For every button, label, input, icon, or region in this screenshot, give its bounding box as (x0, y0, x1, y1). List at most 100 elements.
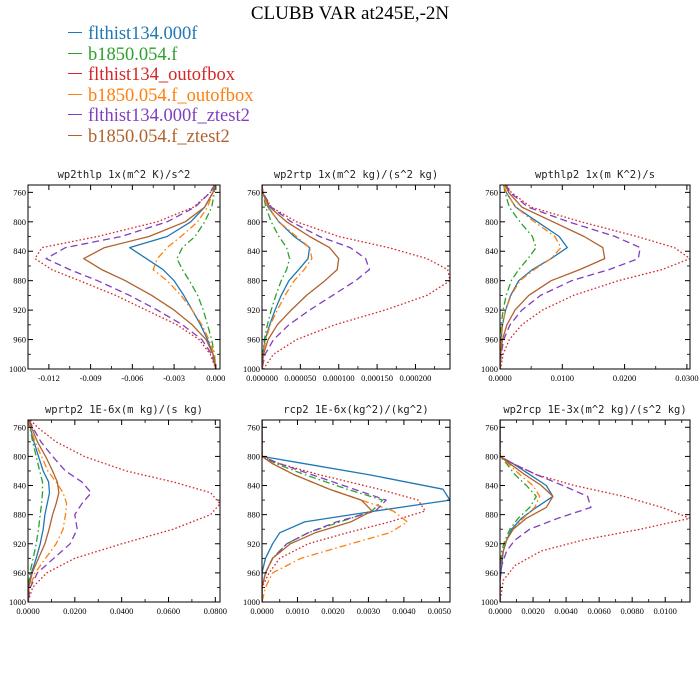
plot-panel: 760 800 840 880 920 960 1000 -0.012 -0.009 -0.006… (9, 169, 225, 383)
y-tick-label: 840 (247, 481, 260, 491)
series-line (152, 185, 217, 369)
series-line (500, 420, 537, 602)
x-tick-label: 0.0000 (488, 373, 511, 383)
series-line (500, 185, 562, 369)
y-tick-label: 800 (485, 451, 498, 461)
y-tick-label: 760 (13, 187, 26, 197)
y-tick-label: 880 (485, 510, 498, 520)
y-tick-label: 880 (13, 510, 26, 520)
y-tick-label: 760 (485, 422, 498, 432)
legend-swatch (68, 32, 82, 34)
figure-title: CLUBB VAR at245E,-2N (250, 3, 450, 24)
legend-item: b1850.054.f_outofbox (68, 86, 253, 107)
y-tick-label: 1000 (243, 364, 260, 374)
series-line (34, 185, 217, 369)
x-tick-label: 0.0000 (488, 606, 511, 616)
series-line (28, 420, 44, 602)
y-tick-label: 840 (13, 481, 26, 491)
series-group (500, 420, 690, 602)
x-tick-label: 0.0200 (613, 373, 636, 383)
series-line (500, 420, 554, 602)
legend-label: flthist134.000f_ztest2 (88, 106, 250, 126)
y-tick-label: 1000 (481, 364, 498, 374)
x-tick-label: 0.0000 (16, 606, 39, 616)
series-line (500, 185, 606, 369)
x-tick-label: -0.006 (121, 373, 143, 383)
series-line (262, 185, 340, 369)
x-tick-label: 0.0040 (554, 606, 577, 616)
series-line (500, 185, 690, 369)
series-group (262, 420, 450, 602)
x-tick-label: -0.012 (38, 373, 60, 383)
series-line (28, 420, 68, 602)
y-tick-label: 800 (485, 217, 498, 227)
x-tick-label: -0.003 (163, 373, 185, 383)
x-tick-label: 0.0100 (551, 373, 574, 383)
x-tick-label: 0.0060 (587, 606, 610, 616)
y-tick-label: 1000 (9, 364, 26, 374)
series-line (262, 185, 291, 369)
x-tick-label: 0.0200 (63, 606, 86, 616)
y-tick-label: 800 (13, 217, 26, 227)
y-tick-label: 800 (247, 217, 260, 227)
series-line (262, 420, 373, 602)
x-tick-label: 0.0000 (250, 606, 273, 616)
series-line (262, 420, 426, 602)
y-tick-label: 1000 (481, 597, 498, 607)
series-line (262, 185, 371, 369)
series-line (28, 420, 51, 602)
y-tick-label: 920 (485, 539, 498, 549)
y-tick-label: 760 (247, 422, 260, 432)
panel-title: wp2thlp 1x(m^2 K)/s^2 (58, 169, 191, 181)
y-tick-label: 1000 (243, 597, 260, 607)
series-line (500, 420, 592, 602)
y-tick-label: 960 (485, 568, 498, 578)
y-tick-label: 800 (247, 451, 260, 461)
y-tick-label: 840 (485, 246, 498, 256)
series-line (262, 420, 384, 602)
series-line (262, 185, 311, 369)
series-group (262, 185, 450, 369)
legend-item: b1850.054.f_ztest2 (68, 127, 253, 148)
panel-title: wpthlp2 1x(m K^2)/s (535, 169, 655, 181)
plot-frame (27, 419, 221, 603)
legend-swatch (68, 134, 82, 136)
series-group (500, 185, 690, 369)
y-tick-label: 880 (485, 276, 498, 286)
legend-item: b1850.054.f (68, 45, 253, 66)
legend-swatch (68, 73, 82, 75)
x-tick-label: 0.000150 (361, 373, 393, 383)
legend-item: flthist134_outofbox (68, 65, 253, 86)
x-tick-label: 0.0600 (157, 606, 180, 616)
x-tick-label: 0.000000 (246, 373, 278, 383)
series-line (262, 420, 387, 602)
x-tick-label: 0.0080 (620, 606, 643, 616)
x-tick-label: 0.0020 (321, 606, 344, 616)
legend-swatch (68, 52, 82, 54)
legend-label: flthist134_outofbox (88, 65, 235, 85)
series-group (28, 420, 220, 602)
y-tick-label: 840 (485, 481, 498, 491)
x-tick-label: 0.000200 (400, 373, 432, 383)
y-tick-label: 840 (13, 246, 26, 256)
x-tick-label: 0.0300 (675, 373, 698, 383)
x-tick-label: 0.000 (206, 373, 225, 383)
y-tick-label: 760 (485, 187, 498, 197)
legend-swatch (68, 93, 82, 95)
x-tick-label: 0.0400 (110, 606, 133, 616)
y-tick-label: 880 (247, 276, 260, 286)
x-tick-label: 0.000050 (284, 373, 316, 383)
x-tick-label: 0.0100 (654, 606, 677, 616)
panel-title: rcp2 1E-6x(kg^2)/(kg^2) (283, 404, 428, 416)
y-tick-label: 1000 (9, 597, 26, 607)
series-line (28, 420, 92, 602)
series-line (500, 185, 537, 369)
panel-title: wp2rcp 1E-3x(m^2 kg)/(s^2 kg) (503, 404, 686, 416)
series-line (500, 420, 690, 602)
plot-frame (27, 184, 221, 370)
